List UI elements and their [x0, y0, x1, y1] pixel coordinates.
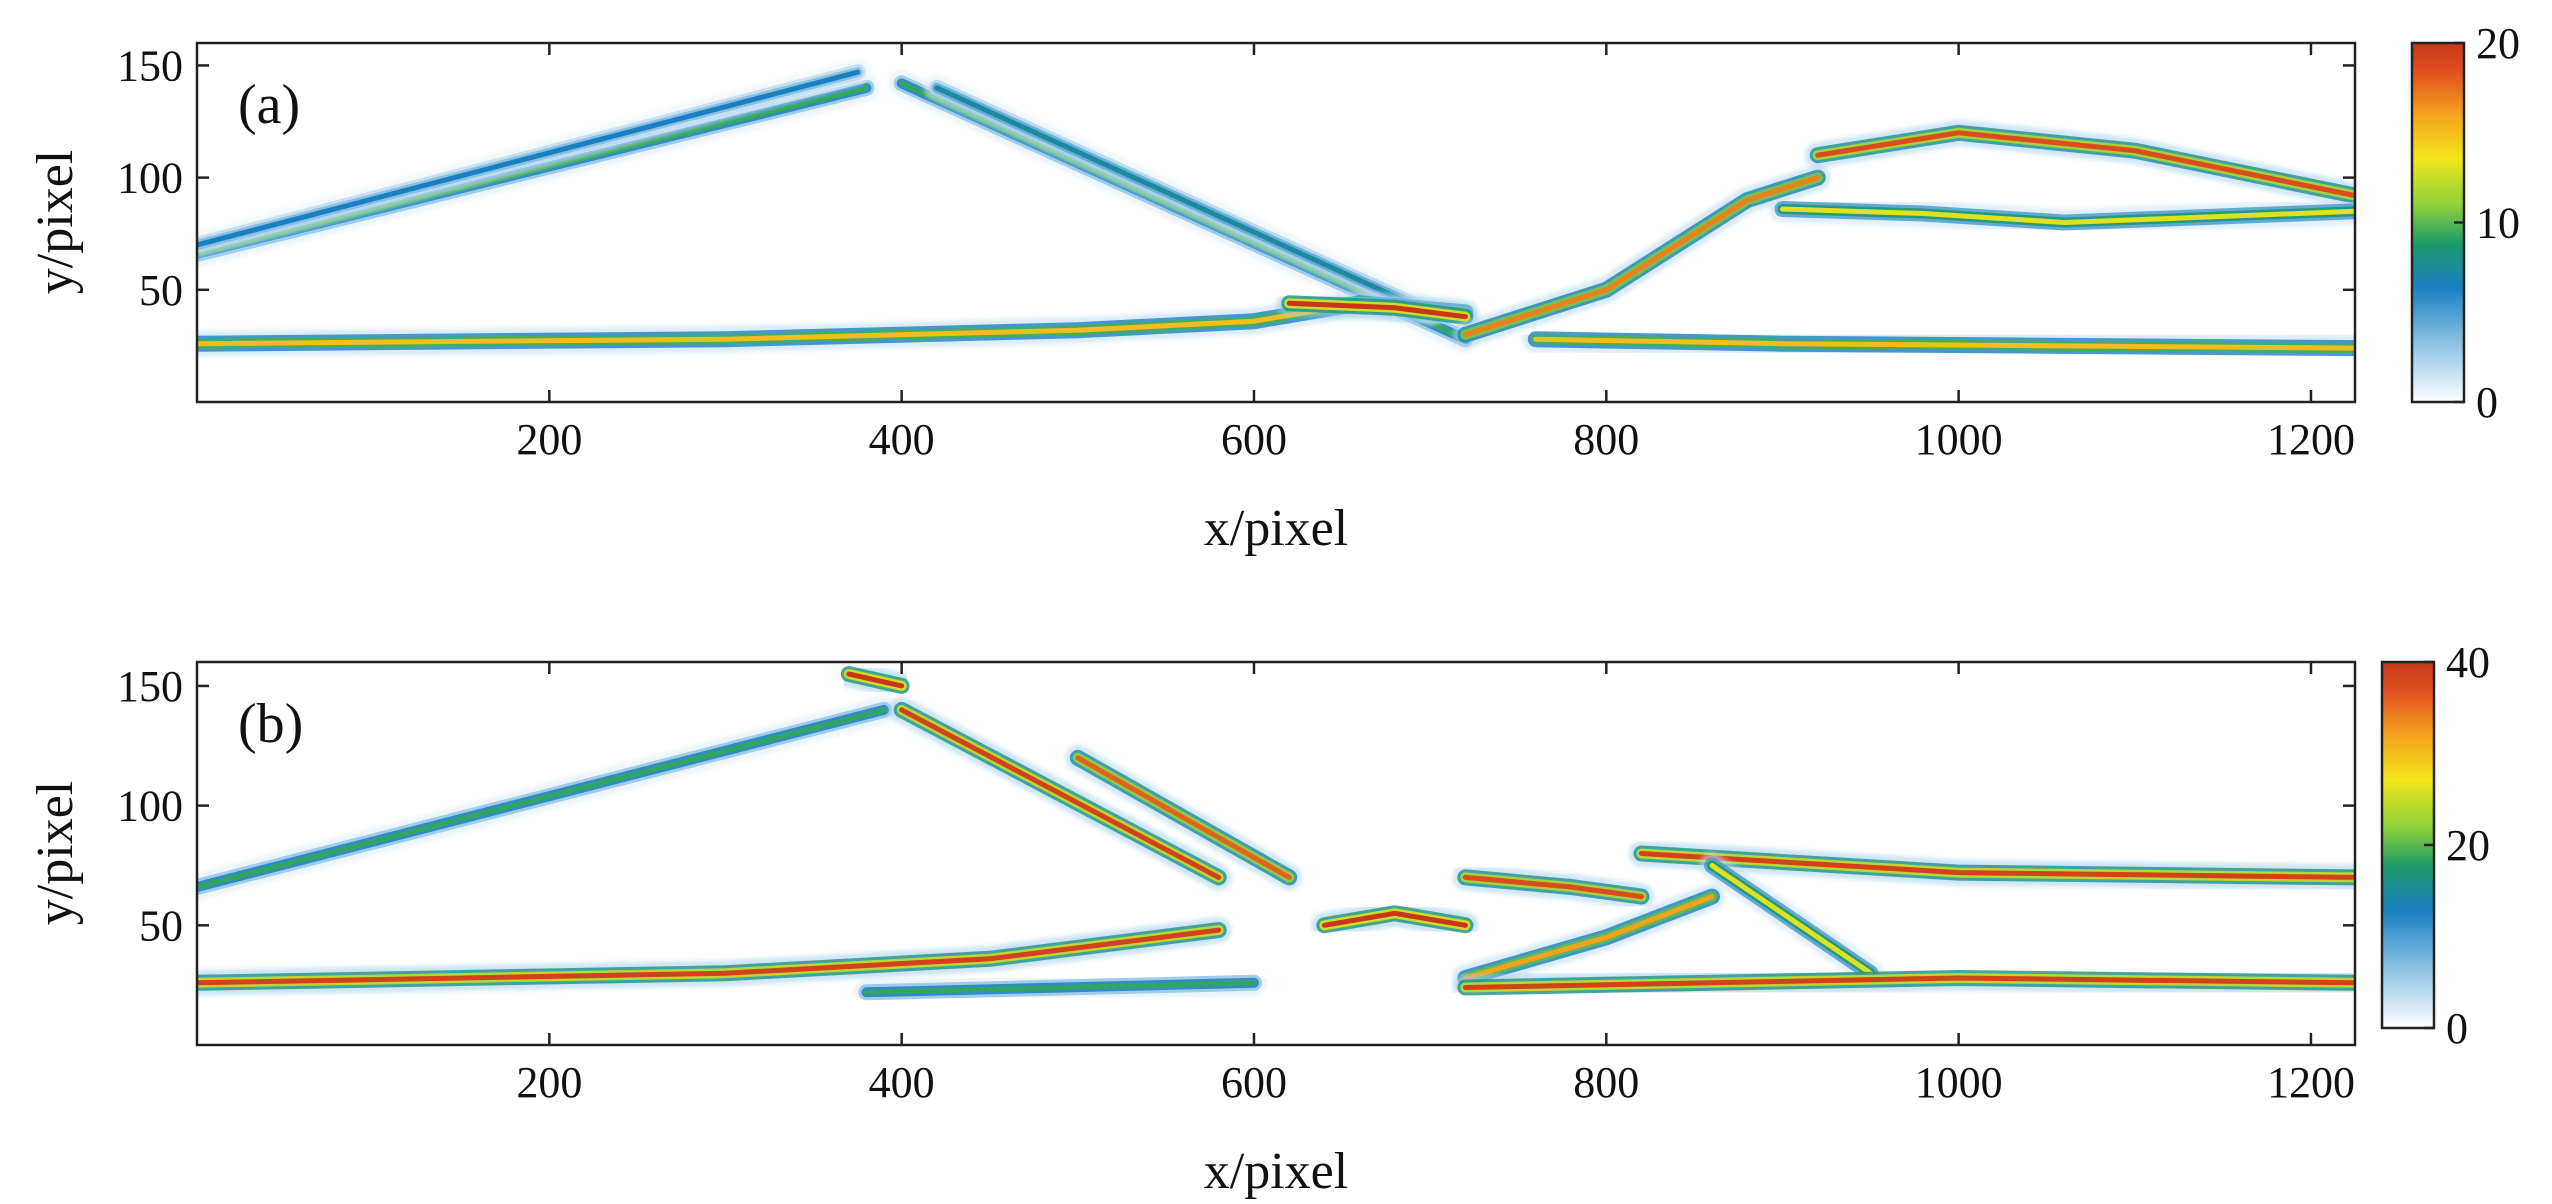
heatmap-feature-right-bottom-band [1522, 326, 2355, 362]
heatmap-feature-mid-right-band [1769, 196, 2355, 236]
heatmap-feature-central-blob [1311, 900, 1479, 939]
x-tick-label: 600 [1221, 1058, 1287, 1107]
feature-layer [846, 671, 905, 689]
heatmap-feature-descending-right [1699, 852, 1884, 987]
feature-layer [1462, 894, 1715, 981]
heatmap-a [197, 59, 2355, 362]
y-tick-label: 100 [117, 154, 183, 203]
x-tick-label: 800 [1573, 1058, 1639, 1107]
x-tick-label: 400 [869, 1058, 935, 1107]
axes-a: 200 400 600 800 1000 1200 50 100 150 [117, 41, 2355, 464]
colorbar-tick-label: 0 [2476, 378, 2498, 427]
colorbar-tick-label: 40 [2446, 638, 2490, 687]
colorbar-tick-label: 0 [2446, 1004, 2468, 1053]
y-tick-label: 50 [139, 901, 183, 950]
colorbar-tick-label: 20 [2476, 19, 2520, 68]
x-tick-label: 200 [516, 415, 582, 464]
x-tick-label: 1000 [1915, 415, 2003, 464]
heatmap-feature-rising-band-center [1452, 883, 1725, 991]
feature-layer [1533, 336, 2355, 351]
heatmap-feature-upper-left-line [197, 59, 871, 258]
heatmap-feature-mid-blobs [1452, 864, 1655, 910]
y-tick-label: 150 [117, 662, 183, 711]
plot-frame-b [195, 660, 2357, 1047]
feature-layer [197, 69, 861, 248]
y-tick-label: 50 [139, 266, 183, 315]
feature-layer [1462, 975, 2355, 990]
feature-layer [899, 707, 1222, 880]
heatmap-feature-upper-right-band [1628, 840, 2355, 891]
axes-b: 200 400 600 800 1000 1200 50 100 150 [117, 662, 2355, 1107]
colorbar-tick-label: 20 [2446, 821, 2490, 870]
x-tick-label: 800 [1573, 415, 1639, 464]
y-axis-title-a: y/pixel [27, 150, 84, 294]
x-tick-label: 1000 [1915, 1058, 2003, 1107]
heatmap-feature-descending-band-2 [1064, 744, 1303, 891]
y-tick-label: 150 [117, 41, 183, 90]
heatmap-feature-descending-line-2 [923, 74, 1444, 326]
heatmap-feature-central-hotspot [1276, 290, 1479, 330]
x-axis-title-a: x/pixel [1204, 500, 1348, 557]
feature-layer [1639, 851, 2355, 880]
colorbar-tick-label: 10 [2476, 199, 2520, 248]
plot-frame-a [195, 41, 2357, 404]
y-axis-title-b: y/pixel [27, 781, 84, 925]
x-tick-label: 600 [1221, 415, 1287, 464]
feature-layer [1780, 206, 2355, 225]
heatmap-b [197, 662, 2355, 1006]
panel-label-a: (a) [238, 74, 300, 136]
feature-layer [934, 85, 1433, 315]
heatmap-feature-rising-band-mid [1452, 164, 1831, 348]
feature-layer [1286, 300, 1468, 320]
x-tick-label: 200 [516, 1058, 582, 1107]
heatmap-feature-top-peak-blob [835, 662, 915, 699]
x-tick-label: 400 [869, 415, 935, 464]
x-tick-label: 1200 [2267, 415, 2355, 464]
heatmap-feature-right-bottom-band [1452, 965, 2355, 1001]
heatmap-feature-bottom-band [197, 290, 1479, 357]
feature-layer [1709, 863, 1874, 976]
x-axis-title-b: x/pixel [1204, 1143, 1348, 1200]
feature-layer [1815, 130, 2355, 199]
x-tick-label: 1200 [2267, 1058, 2355, 1107]
feature-layer [1075, 755, 1292, 880]
feature-layer [197, 927, 1222, 986]
feature-layer [1462, 175, 1821, 338]
panel-label-b: (b) [238, 693, 303, 755]
heatmap-feature-upper-right-band [1804, 119, 2355, 209]
y-tick-label: 100 [117, 782, 183, 831]
heatmap-feature-descending-band-1 [888, 696, 1232, 891]
feature-layer [197, 707, 887, 890]
heatmap-feature-rising-line-left [197, 696, 897, 900]
heatmap-feature-lower-left-band [853, 969, 1267, 1006]
feature-layer [1462, 874, 1644, 900]
feature-layer [863, 980, 1257, 995]
colorbar-b: 0 20 40 [2380, 638, 2490, 1053]
heatmap-feature-bottom-rising-band [197, 917, 1232, 996]
colorbar-a: 0 10 20 [2410, 19, 2520, 427]
feature-layer [1321, 910, 1468, 928]
